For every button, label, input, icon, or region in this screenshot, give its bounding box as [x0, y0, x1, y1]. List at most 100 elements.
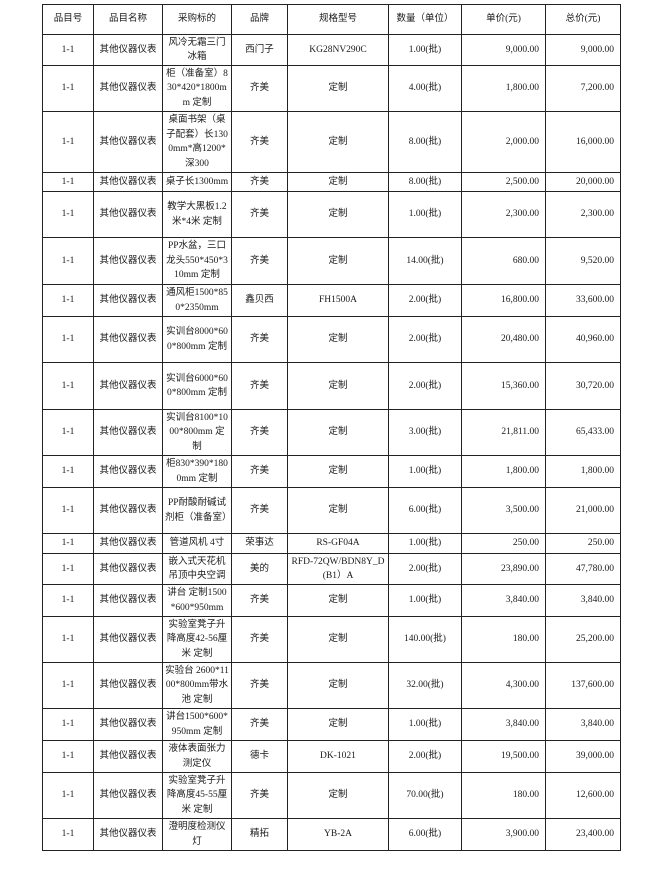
- cell-brand: 荣事达: [231, 533, 288, 554]
- cell-quantity: 14.00(批): [388, 237, 462, 285]
- cell-purchase-item: 柜（准备室）830*420*1800mm 定制: [162, 65, 232, 112]
- cell-model: 定制: [287, 455, 389, 488]
- cell-item-name: 其他仪器仪表: [93, 740, 163, 773]
- cell-item-name: 其他仪器仪表: [93, 65, 163, 112]
- cell-brand: 齐美: [231, 409, 288, 456]
- cell-unit-price: 3,500.00: [461, 487, 546, 534]
- cell-quantity: 1.00(批): [388, 455, 462, 488]
- cell-total-price: 21,000.00: [545, 487, 621, 534]
- table-row: 1-1 其他仪器仪表 实验室凳子升降高度45-55厘米 定制 齐美 定制 70.00(批)…: [42, 772, 621, 819]
- cell-item-no: 1-1: [42, 533, 94, 554]
- cell-item-no: 1-1: [42, 237, 94, 285]
- cell-total-price: 33,600.00: [545, 284, 621, 317]
- cell-model: 定制: [287, 708, 389, 741]
- cell-item-no: 1-1: [42, 409, 94, 456]
- cell-purchase-item: 实训台8100*1000*800mm 定制: [162, 409, 232, 456]
- cell-total-price: 16,000.00: [545, 111, 621, 173]
- table-row: 1-1 其他仪器仪表 管道风机 4寸 荣事达 RS-GF04A 1.00(批) 250.00…: [42, 533, 621, 554]
- cell-item-name: 其他仪器仪表: [93, 533, 163, 554]
- table-row: 1-1 其他仪器仪表 实验台 2600*1100*800mm带水池 定制 齐美 定制 32…: [42, 662, 621, 709]
- cell-item-no: 1-1: [42, 662, 94, 709]
- table-row: 1-1 其他仪器仪表 柜（准备室）830*420*1800mm 定制 齐美 定制 4.00…: [42, 65, 621, 112]
- cell-brand: 齐美: [231, 662, 288, 709]
- cell-item-no: 1-1: [42, 740, 94, 773]
- cell-unit-price: 680.00: [461, 237, 546, 285]
- cell-total-price: 1,800.00: [545, 455, 621, 488]
- cell-model: 定制: [287, 409, 389, 456]
- cell-quantity: 3.00(批): [388, 409, 462, 456]
- cell-unit-price: 21,811.00: [461, 409, 546, 456]
- cell-item-no: 1-1: [42, 65, 94, 112]
- cell-brand: 齐美: [231, 172, 288, 192]
- cell-item-no: 1-1: [42, 818, 94, 851]
- header-model: 规格型号: [287, 4, 389, 35]
- cell-quantity: 1.00(批): [388, 191, 462, 238]
- cell-model: 定制: [287, 616, 389, 663]
- cell-brand: 西门子: [231, 34, 288, 66]
- cell-quantity: 1.00(批): [388, 34, 462, 66]
- cell-unit-price: 4,300.00: [461, 662, 546, 709]
- cell-unit-price: 20,480.00: [461, 316, 546, 363]
- cell-unit-price: 23,890.00: [461, 553, 546, 585]
- table-row: 1-1 其他仪器仪表 实训台8000*600*800mm 定制 齐美 定制 2.00(批)…: [42, 316, 621, 363]
- cell-purchase-item: 桌子长1300mm: [162, 172, 232, 192]
- cell-quantity: 2.00(批): [388, 553, 462, 585]
- cell-total-price: 23,400.00: [545, 818, 621, 851]
- cell-purchase-item: 讲台 定制1500*600*950mm: [162, 584, 232, 617]
- cell-brand: 美的: [231, 553, 288, 585]
- cell-model: RFD-72QW/BDN8Y_D(B1）A: [287, 553, 389, 585]
- cell-unit-price: 9,000.00: [461, 34, 546, 66]
- cell-brand: 鑫贝西: [231, 284, 288, 317]
- cell-model: 定制: [287, 172, 389, 192]
- cell-item-name: 其他仪器仪表: [93, 455, 163, 488]
- cell-purchase-item: 桌面书架（桌子配套）长1300mm*高1200*深300: [162, 111, 232, 173]
- table-row: 1-1 其他仪器仪表 液体表面张力测定仪 德卡 DK-1021 2.00(批) 19,500…: [42, 740, 621, 773]
- cell-brand: 齐美: [231, 316, 288, 363]
- cell-total-price: 9,520.00: [545, 237, 621, 285]
- cell-item-name: 其他仪器仪表: [93, 172, 163, 192]
- cell-model: 定制: [287, 65, 389, 112]
- cell-unit-price: 3,900.00: [461, 818, 546, 851]
- cell-brand: 精拓: [231, 818, 288, 851]
- cell-quantity: 8.00(批): [388, 111, 462, 173]
- procurement-table: 品目号 品目名称 采购标的 品牌 规格型号 数量（单位） 单价(元) 总价(元) 1-1 其他仪…: [42, 4, 621, 851]
- cell-item-name: 其他仪器仪表: [93, 584, 163, 617]
- cell-purchase-item: 实验室凳子升降高度45-55厘米 定制: [162, 772, 232, 819]
- cell-purchase-item: PP水盆，三口龙头550*450*310mm 定制: [162, 237, 232, 285]
- cell-unit-price: 1,800.00: [461, 65, 546, 112]
- cell-brand: 齐美: [231, 708, 288, 741]
- cell-model: 定制: [287, 772, 389, 819]
- table-row: 1-1 其他仪器仪表 讲台 定制1500*600*950mm 齐美 定制 1.00(批) 3…: [42, 584, 621, 617]
- cell-brand: 齐美: [231, 487, 288, 534]
- cell-total-price: 9,000.00: [545, 34, 621, 66]
- cell-unit-price: 16,800.00: [461, 284, 546, 317]
- cell-item-name: 其他仪器仪表: [93, 409, 163, 456]
- cell-purchase-item: 柜830*390*1800mm 定制: [162, 455, 232, 488]
- cell-total-price: 25,200.00: [545, 616, 621, 663]
- cell-item-no: 1-1: [42, 111, 94, 173]
- cell-total-price: 12,600.00: [545, 772, 621, 819]
- cell-item-name: 其他仪器仪表: [93, 111, 163, 173]
- cell-model: 定制: [287, 362, 389, 410]
- table-row: 1-1 其他仪器仪表 讲台1500*600*950mm 定制 齐美 定制 1.00(批) 3…: [42, 708, 621, 741]
- cell-item-no: 1-1: [42, 708, 94, 741]
- cell-quantity: 140.00(批): [388, 616, 462, 663]
- cell-item-name: 其他仪器仪表: [93, 708, 163, 741]
- cell-item-no: 1-1: [42, 191, 94, 238]
- cell-model: 定制: [287, 487, 389, 534]
- cell-item-no: 1-1: [42, 616, 94, 663]
- cell-unit-price: 1,800.00: [461, 455, 546, 488]
- cell-quantity: 2.00(批): [388, 284, 462, 317]
- cell-purchase-item: 实训台6000*600*800mm 定制: [162, 362, 232, 410]
- cell-item-name: 其他仪器仪表: [93, 34, 163, 66]
- cell-purchase-item: 澄明度检测仪灯: [162, 818, 232, 851]
- cell-item-name: 其他仪器仪表: [93, 616, 163, 663]
- cell-brand: 齐美: [231, 584, 288, 617]
- cell-quantity: 1.00(批): [388, 533, 462, 554]
- header-row: 品目号 品目名称 采购标的 品牌 规格型号 数量（单位） 单价(元) 总价(元): [42, 4, 621, 35]
- cell-brand: 齐美: [231, 362, 288, 410]
- cell-purchase-item: 风冷无霜三门冰箱: [162, 34, 232, 66]
- cell-model: DK-1021: [287, 740, 389, 773]
- table-row: 1-1 其他仪器仪表 PP耐酸耐碱试剂柜（准备室） 齐美 定制 6.00(批) 3,500.…: [42, 487, 621, 534]
- cell-quantity: 2.00(批): [388, 740, 462, 773]
